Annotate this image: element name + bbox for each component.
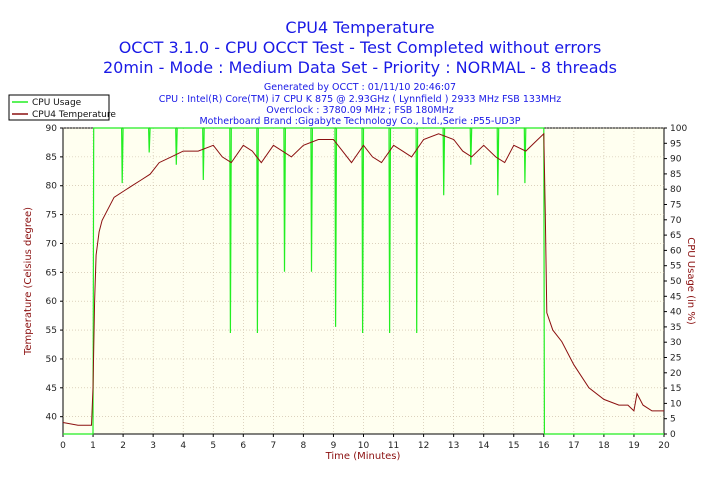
y-right-tick-label: 65 xyxy=(670,231,681,241)
x-tick-label: 13 xyxy=(448,441,459,451)
x-tick-label: 1 xyxy=(90,441,96,451)
x-tick-label: 20 xyxy=(658,441,670,451)
y-right-tick-label: 40 xyxy=(670,308,682,318)
y-right-tick-label: 75 xyxy=(670,201,681,211)
y-left-tick-label: 70 xyxy=(46,239,58,249)
x-tick-label: 0 xyxy=(60,441,66,451)
chart-subtitle-test: OCCT 3.1.0 - CPU OCCT Test - Test Comple… xyxy=(118,38,602,57)
y-axis-label-left: Temperature (Celsius degree) xyxy=(23,207,34,356)
y-left-tick-label: 40 xyxy=(46,413,58,423)
info-generated: Generated by OCCT : 01/11/10 20:46:07 xyxy=(263,82,457,93)
y-left-tick-label: 65 xyxy=(46,268,57,278)
x-axis-label: Time (Minutes) xyxy=(325,451,401,462)
series-line-cpu-usage xyxy=(63,127,664,435)
x-tick-label: 3 xyxy=(150,441,156,451)
y-right-tick-label: 25 xyxy=(670,354,681,364)
x-tick-label: 5 xyxy=(210,441,216,451)
legend-label-temperature: CPU4 Temperature xyxy=(32,110,116,120)
legend-box xyxy=(8,94,110,121)
y-right-tick-label: 50 xyxy=(670,277,682,287)
y-left-tick-label: 60 xyxy=(46,297,58,307)
y-right-tick-label: 30 xyxy=(670,338,682,348)
y-left-tick-label: 50 xyxy=(46,355,58,365)
y-right-tick-label: 100 xyxy=(670,124,687,134)
y-right-tick-label: 95 xyxy=(670,139,681,149)
y-left-tick-label: 45 xyxy=(46,384,57,394)
x-tick-label: 8 xyxy=(301,441,307,451)
y-right-tick-label: 90 xyxy=(670,155,682,165)
y-left-tick-label: 55 xyxy=(46,326,57,336)
x-tick-label: 12 xyxy=(418,441,429,451)
y-right-tick-label: 10 xyxy=(670,399,682,409)
info-overclock: Overclock : 3780.09 MHz ; FSB 180MHz xyxy=(266,105,454,116)
y-left-tick-label: 75 xyxy=(46,211,57,221)
chart-subtitle-mode: 20min - Mode : Medium Data Set - Priorit… xyxy=(102,58,618,77)
x-tick-label: 17 xyxy=(568,441,579,451)
y-right-tick-label: 45 xyxy=(670,292,681,302)
y-right-tick-label: 70 xyxy=(670,216,682,226)
x-tick-label: 2 xyxy=(120,441,126,451)
x-tick-label: 7 xyxy=(270,441,276,451)
x-tick-label: 10 xyxy=(358,441,370,451)
y-right-tick-label: 20 xyxy=(670,369,682,379)
y-left-tick-label: 80 xyxy=(46,182,58,192)
y-right-tick-label: 35 xyxy=(670,323,681,333)
y-right-tick-label: 55 xyxy=(670,262,681,272)
y-right-tick-label: 15 xyxy=(670,384,681,394)
y-right-tick-label: 0 xyxy=(670,430,676,440)
x-tick-label: 18 xyxy=(598,441,610,451)
info-motherboard: Motherboard Brand :Gigabyte Technology C… xyxy=(199,116,521,127)
x-tick-label: 11 xyxy=(388,441,399,451)
y-axis-label-right: CPU Usage (in %) xyxy=(685,237,696,325)
info-cpu: CPU : Intel(R) Core(TM) i7 CPU K 875 @ 2… xyxy=(158,94,562,105)
y-left-tick-label: 90 xyxy=(46,124,58,134)
x-tick-label: 6 xyxy=(240,441,246,451)
y-right-tick-label: 5 xyxy=(670,415,676,425)
series-line-cpu4-temperature xyxy=(62,132,664,426)
y-right-tick-label: 85 xyxy=(670,170,681,180)
legend-label-usage: CPU Usage xyxy=(32,98,82,108)
legend: CPU Usage CPU4 Temperature xyxy=(8,94,116,121)
chart-title: CPU4 Temperature xyxy=(285,18,435,37)
x-tick-label: 14 xyxy=(478,441,490,451)
x-tick-label: 19 xyxy=(628,441,640,451)
x-tick-label: 4 xyxy=(180,441,186,451)
x-tick-label: 15 xyxy=(508,441,519,451)
x-tick-label: 9 xyxy=(331,441,337,451)
y-left-tick-label: 85 xyxy=(46,153,57,163)
x-tick-label: 16 xyxy=(538,441,550,451)
y-right-tick-label: 60 xyxy=(670,246,682,256)
y-right-tick-label: 80 xyxy=(670,185,682,195)
